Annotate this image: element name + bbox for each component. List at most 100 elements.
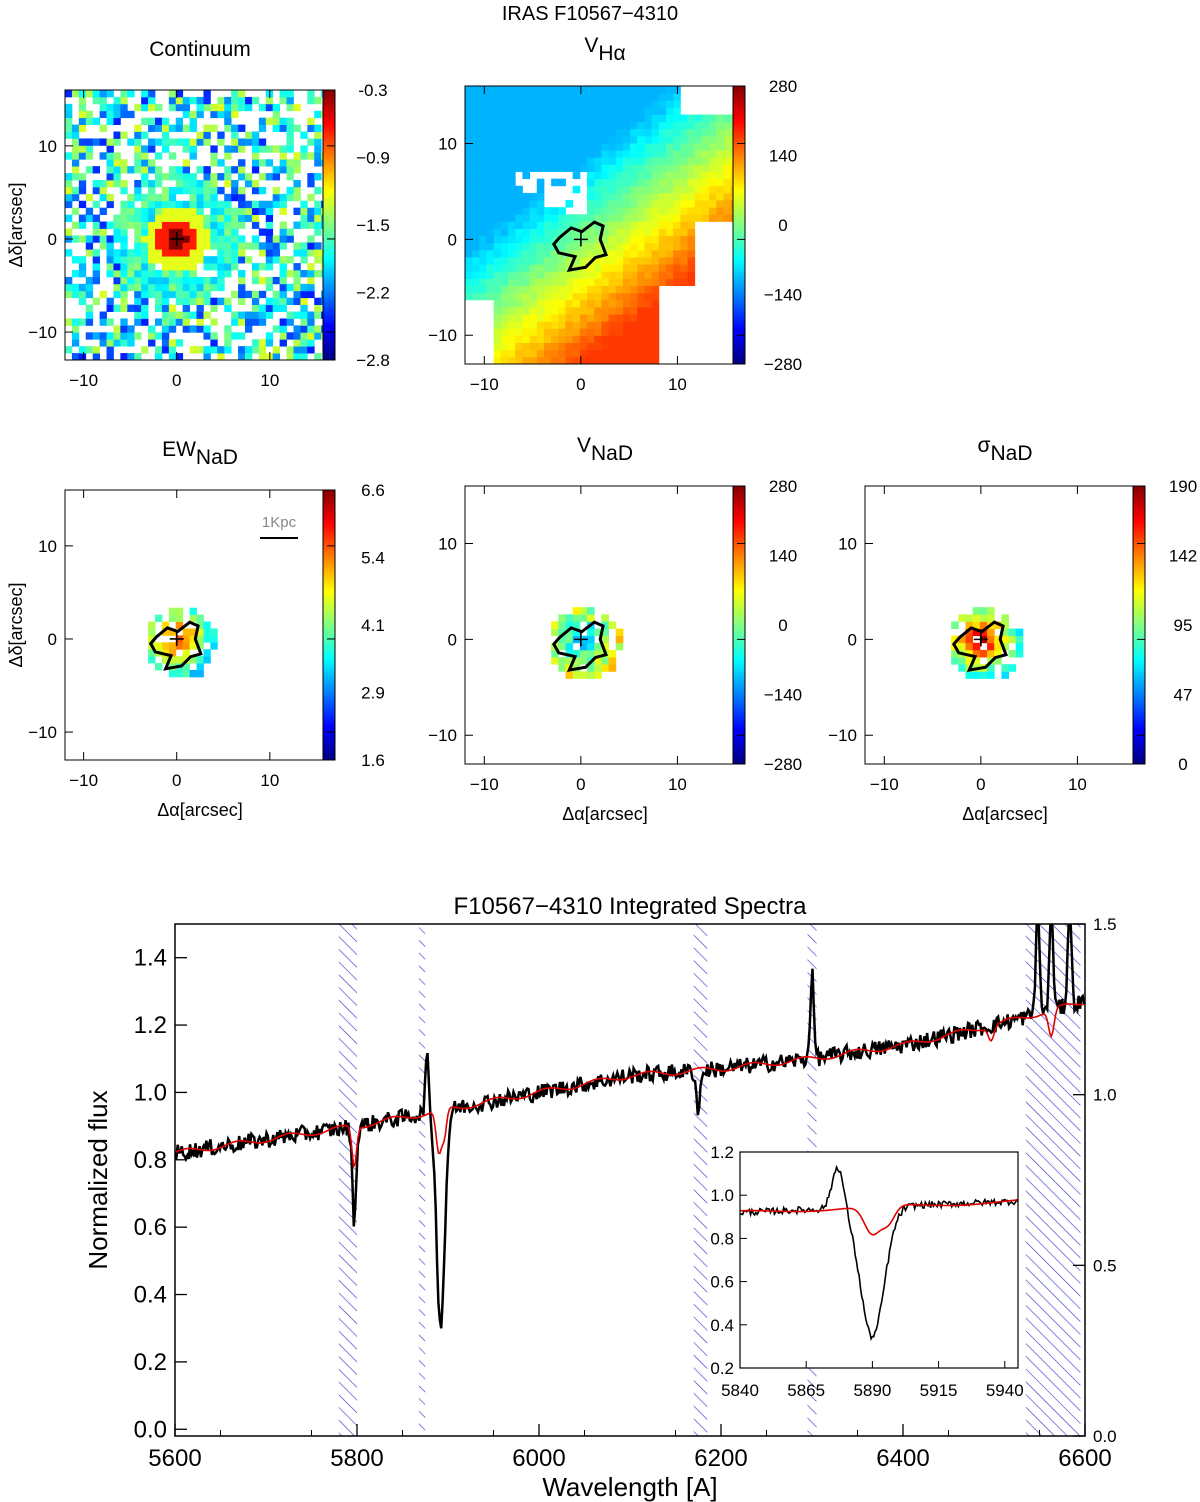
- pixel-cell: [486, 214, 495, 222]
- pixel-cell: [113, 339, 121, 347]
- pixel-cell: [587, 628, 595, 637]
- pixel-cell: [182, 311, 191, 319]
- pixel-cell: [279, 318, 287, 326]
- pixel-cell: [558, 100, 566, 108]
- pixel-cell: [644, 235, 653, 244]
- pixel-cell: [148, 332, 156, 340]
- pixel-cell: [508, 100, 516, 108]
- pixel-cell: [522, 157, 531, 165]
- pixel-cell: [680, 185, 688, 194]
- pixel-cell: [113, 131, 121, 139]
- pixel-cell: [127, 207, 135, 216]
- pixel-cell: [651, 207, 660, 215]
- pixel-cell: [579, 335, 588, 344]
- pixel-cell: [224, 166, 232, 174]
- pixel-cell: [472, 157, 480, 165]
- inset-series-observed: [740, 1164, 1018, 1342]
- pixel-cell: [203, 193, 211, 202]
- pixel-cell: [106, 159, 114, 167]
- pixel-cell: [622, 257, 631, 265]
- pixel-cell: [965, 628, 974, 637]
- pixel-cell: [210, 110, 218, 119]
- pixel-cell: [134, 138, 142, 146]
- pixel-cell: [615, 100, 624, 108]
- pixel-cell: [565, 321, 574, 329]
- pixel-cell: [579, 135, 588, 144]
- pixel-cell: [99, 103, 107, 112]
- pixel-cell: [210, 186, 218, 195]
- pixel-cell: [558, 657, 566, 665]
- pixel-cell: [155, 103, 163, 112]
- pixel-cell: [536, 328, 545, 336]
- pixel-cell: [958, 642, 966, 651]
- pixel-cell: [994, 635, 1002, 644]
- pixel-cell: [536, 285, 545, 294]
- pixel-cell: [687, 128, 696, 137]
- pixel-cell: [465, 157, 473, 165]
- y-tick-label: 0: [448, 630, 457, 649]
- pixel-cell: [272, 242, 281, 250]
- pixel-cell: [251, 131, 260, 139]
- pixel-cell: [972, 628, 981, 637]
- pixel-cell: [155, 180, 163, 188]
- pixel-cell: [572, 299, 581, 308]
- pixel-cell: [522, 271, 531, 279]
- pixel-cell: [203, 628, 211, 636]
- pixel-cell: [594, 143, 602, 151]
- pixel-cell: [251, 304, 260, 312]
- pixel-cell: [127, 193, 135, 202]
- pixel-cell: [65, 152, 73, 160]
- pixel-cell: [78, 290, 87, 299]
- pixel-cell: [500, 235, 509, 244]
- pixel-cell: [113, 290, 121, 299]
- pixel-cell: [106, 145, 114, 153]
- pixel-cell: [189, 614, 197, 622]
- pixel-cell: [630, 93, 638, 101]
- pixel-cell: [106, 173, 114, 181]
- pixel-cell: [161, 304, 170, 312]
- pixel-cell: [134, 270, 142, 278]
- pixel-cell: [134, 103, 142, 112]
- pixel-cell: [644, 214, 653, 222]
- pixel-cell: [543, 207, 552, 215]
- pixel-cell: [155, 318, 163, 326]
- pixel-cell: [622, 86, 631, 94]
- pixel-cell: [666, 178, 674, 187]
- pixel-cell: [644, 349, 653, 358]
- pixel-cell: [536, 157, 545, 165]
- pixel-cell: [965, 621, 974, 629]
- pixel-cell: [658, 93, 667, 101]
- pixel-cell: [644, 121, 653, 130]
- pixel-cell: [536, 278, 545, 286]
- pixel-cell: [300, 318, 308, 326]
- pixel-cell: [673, 135, 681, 144]
- pixel-cell: [251, 186, 260, 195]
- pixel-cell: [314, 297, 322, 306]
- pixel-cell: [637, 221, 645, 229]
- pixel-cell: [472, 242, 480, 251]
- pixel-cell: [293, 180, 301, 188]
- colorbar-tick-label: 2.9: [361, 684, 385, 703]
- pixel-cell: [245, 311, 253, 319]
- pixel-cell: [92, 96, 101, 105]
- pixel-cell: [515, 285, 523, 294]
- pixel-cell: [279, 200, 287, 209]
- pixel-cell: [231, 221, 239, 229]
- pixel-cell: [155, 138, 163, 146]
- pixel-cell: [203, 649, 211, 657]
- pixel-cell: [694, 171, 703, 180]
- pixel-cell: [106, 263, 114, 271]
- pixel-cell: [196, 318, 204, 326]
- pixel-cell: [644, 335, 653, 344]
- pixel-cell: [161, 346, 170, 354]
- pixel-cell: [587, 249, 595, 258]
- pixel-cell: [630, 150, 638, 158]
- pixel-cell: [168, 173, 177, 181]
- pixel-cell: [565, 121, 574, 130]
- pixel-cell: [314, 138, 322, 146]
- pixel-cell: [141, 304, 149, 312]
- pixel-cell: [551, 107, 559, 115]
- pixel-cell: [493, 114, 502, 123]
- pixel-cell: [522, 314, 531, 322]
